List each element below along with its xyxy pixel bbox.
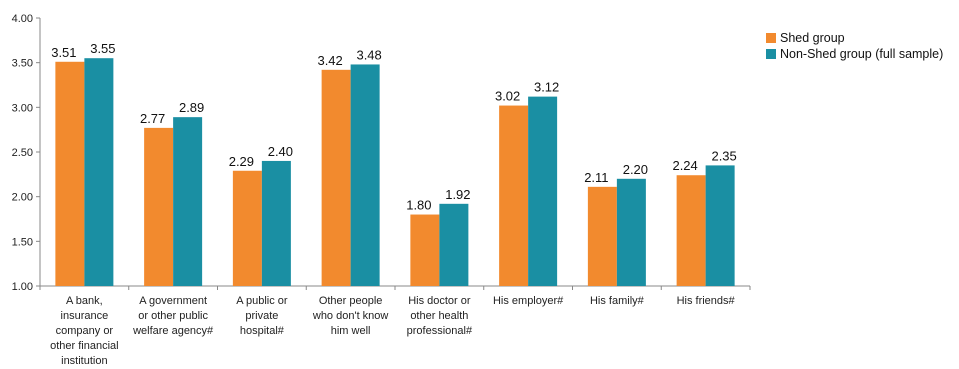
y-axis: 1.00 1.50 2.00 2.50 3.00 3.50 4.00 bbox=[12, 13, 41, 293]
category-label: hospital# bbox=[240, 325, 285, 337]
legend: Shed group Non-Shed group (full sample) bbox=[766, 31, 943, 61]
legend-swatch bbox=[766, 49, 776, 59]
data-label: 2.89 bbox=[179, 100, 204, 115]
legend-entry: Non-Shed group (full sample) bbox=[780, 47, 943, 61]
category-label: A government bbox=[139, 295, 207, 307]
category-label: company or bbox=[56, 325, 114, 337]
bar-series-1 bbox=[84, 58, 114, 287]
data-label: 3.51 bbox=[51, 45, 76, 60]
category-label: who don't know bbox=[312, 310, 389, 322]
data-label: 3.02 bbox=[495, 89, 520, 104]
y-tick-label: 2.00 bbox=[12, 192, 33, 204]
category-label: A bank, bbox=[66, 295, 103, 307]
legend-entry: Shed group bbox=[780, 31, 845, 45]
data-label: 2.29 bbox=[229, 154, 254, 169]
data-label: 3.12 bbox=[534, 80, 559, 95]
data-label: 3.55 bbox=[90, 41, 115, 56]
category-label: His family# bbox=[590, 295, 645, 307]
category-label: other health bbox=[410, 310, 468, 322]
bar-series-0 bbox=[676, 175, 706, 286]
data-label: 2.40 bbox=[268, 144, 293, 159]
bar-series-1 bbox=[350, 64, 380, 286]
category-label: welfare agency# bbox=[132, 325, 214, 337]
x-axis bbox=[39, 285, 751, 290]
category-label: professional# bbox=[407, 325, 473, 337]
y-tick-label: 3.50 bbox=[12, 58, 33, 70]
bar-series-1 bbox=[705, 165, 735, 286]
category-label: His doctor or bbox=[408, 295, 471, 307]
category-label: insurance bbox=[61, 310, 109, 322]
data-labels: 3.51 2.77 2.29 3.42 1.80 3.02 2.11 2.24 3.55 2.89… bbox=[51, 41, 737, 212]
data-label: 2.20 bbox=[623, 162, 648, 177]
bar-series-1 bbox=[173, 117, 203, 286]
y-tick-label: 1.50 bbox=[12, 236, 33, 248]
bar-series-1 bbox=[261, 160, 291, 286]
bar-series-0 bbox=[232, 170, 262, 286]
data-label: 3.42 bbox=[317, 53, 342, 68]
data-label: 1.80 bbox=[406, 198, 431, 213]
bar-series-1 bbox=[439, 203, 469, 286]
data-label: 3.48 bbox=[356, 47, 381, 62]
data-label: 2.77 bbox=[140, 111, 165, 126]
category-label: other financial bbox=[50, 340, 119, 352]
y-tick-label: 4.00 bbox=[12, 13, 33, 25]
bar-series-0 bbox=[587, 186, 617, 286]
bar-series-0 bbox=[410, 214, 440, 286]
bar-series-1 bbox=[528, 96, 558, 286]
data-label: 2.35 bbox=[711, 148, 736, 163]
data-label: 2.11 bbox=[584, 170, 608, 185]
data-label: 2.24 bbox=[672, 158, 697, 173]
category-label: Other people bbox=[319, 295, 383, 307]
bars bbox=[55, 58, 735, 287]
y-tick-label: 3.00 bbox=[12, 102, 33, 114]
category-label: him well bbox=[331, 325, 371, 337]
bar-series-0 bbox=[144, 127, 174, 286]
category-label: or other public bbox=[138, 310, 208, 322]
category-label: private bbox=[245, 310, 278, 322]
bar-series-0 bbox=[55, 61, 85, 287]
data-label: 1.92 bbox=[445, 187, 470, 202]
bar-series-0 bbox=[321, 69, 351, 287]
y-tick-label: 1.00 bbox=[12, 281, 33, 293]
category-label: His employer# bbox=[493, 295, 564, 307]
category-label: A public or bbox=[236, 295, 288, 307]
category-label: institution bbox=[61, 355, 107, 367]
y-tick-label: 2.50 bbox=[12, 147, 33, 159]
bar-series-1 bbox=[616, 178, 646, 286]
category-label: His friends# bbox=[677, 295, 736, 307]
category-labels: A bank, insurance company or other financia… bbox=[50, 295, 735, 367]
legend-swatch bbox=[766, 33, 776, 43]
bar-series-0 bbox=[499, 105, 529, 287]
